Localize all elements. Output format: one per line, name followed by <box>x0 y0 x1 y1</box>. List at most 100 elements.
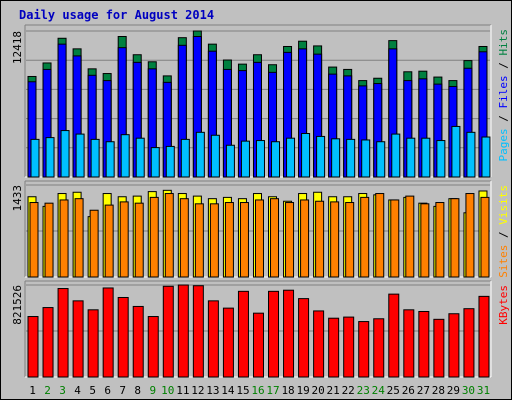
bar-pages <box>271 141 281 178</box>
bar-kbytes <box>117 296 129 378</box>
day-label: 10 <box>161 384 174 397</box>
day-label: 29 <box>447 384 460 397</box>
day-label: 3 <box>59 384 66 397</box>
day-label: 23 <box>357 384 370 397</box>
legend: Pages / Files / Hits <box>497 29 510 162</box>
legend-separator: / <box>497 56 510 76</box>
bar-sites <box>239 202 249 278</box>
y-tick-label: 1433 <box>11 185 24 212</box>
legend-files: Files <box>497 75 510 108</box>
bar-kbytes <box>237 290 249 378</box>
bar-sites <box>209 203 219 278</box>
bar-sites <box>375 193 385 278</box>
day-label: 1 <box>29 384 36 397</box>
bar-kbytes <box>132 305 144 378</box>
bar-pages <box>105 141 115 178</box>
bar-sites <box>390 199 400 278</box>
bar-pages <box>30 138 40 178</box>
bar-sites <box>119 201 129 278</box>
bar-sites <box>360 196 370 278</box>
bar-sites <box>465 193 475 278</box>
legend-visits: Visits <box>497 185 510 225</box>
legend-kbytes: KBytes <box>497 285 510 325</box>
bar-pages <box>60 130 70 178</box>
bar-sites <box>435 202 445 278</box>
bar-sites <box>300 199 310 278</box>
bar-pages <box>436 140 446 178</box>
bar-kbytes <box>298 298 310 378</box>
bar-pages <box>346 138 356 178</box>
day-label: 22 <box>342 384 355 397</box>
bar-kbytes <box>418 310 430 378</box>
day-label: 28 <box>432 384 445 397</box>
bar-pages <box>150 147 160 178</box>
bar-sites <box>450 198 460 278</box>
legend-pages: Pages <box>497 128 510 161</box>
chart-panel-3: 821526 KBytes <box>11 280 510 378</box>
bar-pages <box>225 144 235 178</box>
bar-sites <box>194 203 204 278</box>
bar-kbytes <box>463 308 475 378</box>
y-tick-label: 12418 <box>11 31 24 64</box>
bar-kbytes <box>343 316 355 378</box>
bar-kbytes <box>403 309 415 378</box>
bar-kbytes <box>252 312 264 378</box>
bar-pages <box>481 136 491 178</box>
bar-sites <box>89 209 99 278</box>
bar-sites <box>315 200 325 278</box>
bar-sites <box>224 202 234 278</box>
bar-pages <box>331 138 341 178</box>
bar-sites <box>134 202 144 278</box>
day-label: 19 <box>296 384 309 397</box>
day-label: 8 <box>134 384 141 397</box>
day-label: 21 <box>327 384 340 397</box>
bar-pages <box>195 131 205 178</box>
day-label: 18 <box>281 384 294 397</box>
day-label: 27 <box>417 384 430 397</box>
bar-kbytes <box>373 318 385 378</box>
day-label: 6 <box>104 384 111 397</box>
day-label: 5 <box>89 384 96 397</box>
bar-sites <box>149 196 159 278</box>
bar-pages <box>391 133 401 178</box>
bar-sites <box>330 201 340 278</box>
bar-kbytes <box>192 285 204 378</box>
bar-pages <box>376 141 386 178</box>
day-label: 7 <box>119 384 126 397</box>
bar-kbytes <box>478 295 490 378</box>
bar-sites <box>29 202 39 278</box>
day-label: 16 <box>251 384 264 397</box>
bar-kbytes <box>27 316 39 378</box>
day-label: 9 <box>149 384 156 397</box>
bar-sites <box>345 202 355 278</box>
bar-kbytes <box>268 290 280 378</box>
bar-sites <box>164 193 174 278</box>
day-label: 25 <box>387 384 400 397</box>
day-label: 13 <box>206 384 219 397</box>
day-label: 26 <box>402 384 415 397</box>
bar-pages <box>165 145 175 178</box>
bar-pages <box>240 140 250 178</box>
bar-pages <box>406 137 416 178</box>
legend-hits: Hits <box>497 29 510 56</box>
bar-pages <box>120 134 130 178</box>
day-label: 24 <box>372 384 386 397</box>
bar-pages <box>255 140 265 178</box>
chart-title: Daily usage for August 2014 <box>19 8 214 22</box>
bar-sites <box>480 196 490 278</box>
bar-pages <box>75 133 85 178</box>
bar-kbytes <box>87 309 99 378</box>
day-label: 31 <box>477 384 490 397</box>
day-label: 20 <box>312 384 325 397</box>
day-label: 12 <box>191 384 204 397</box>
chart-panel-1: 12418 Pages / Files / Hits <box>11 24 510 178</box>
legend-sites: Sites <box>497 245 510 278</box>
day-label: 15 <box>236 384 249 397</box>
bar-pages <box>45 137 55 178</box>
bar-kbytes <box>207 300 219 378</box>
bar-sites <box>104 204 114 278</box>
bar-sites <box>285 202 295 278</box>
bar-kbytes <box>448 313 460 378</box>
bar-sites <box>270 198 280 278</box>
